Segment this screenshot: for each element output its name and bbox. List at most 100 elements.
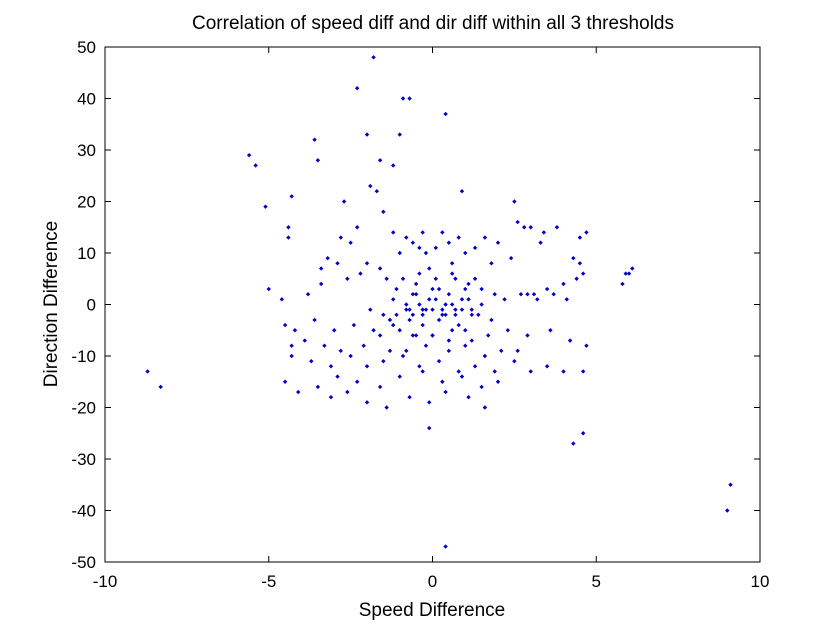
data-point xyxy=(443,544,448,549)
data-point xyxy=(266,286,271,292)
data-point xyxy=(485,333,491,338)
data-point xyxy=(364,400,370,405)
data-point xyxy=(374,189,380,194)
x-tick-label: 0 xyxy=(428,572,437,591)
data-point xyxy=(446,240,452,245)
data-point xyxy=(361,343,366,348)
data-point xyxy=(423,343,429,348)
data-point xyxy=(312,137,317,142)
data-point xyxy=(413,292,419,297)
data-point xyxy=(489,317,494,323)
data-point xyxy=(358,271,363,276)
data-point xyxy=(512,199,517,204)
chart-title: Correlation of speed diff and dir diff w… xyxy=(192,13,674,34)
data-point xyxy=(528,369,533,374)
data-point xyxy=(417,271,422,276)
data-point xyxy=(282,322,288,328)
data-point xyxy=(246,152,252,158)
data-point xyxy=(433,276,438,281)
x-axis-label: Speed Difference xyxy=(359,600,505,621)
axis-ticks xyxy=(104,46,761,563)
data-point xyxy=(335,261,340,266)
data-point xyxy=(420,230,425,235)
data-point xyxy=(279,297,285,302)
data-point xyxy=(404,235,409,240)
data-point xyxy=(315,158,321,163)
data-point xyxy=(472,364,478,369)
data-point xyxy=(410,292,416,297)
data-point xyxy=(456,369,461,374)
y-tick-label: 0 xyxy=(87,296,96,315)
data-point xyxy=(567,338,573,343)
data-point xyxy=(368,183,373,189)
data-point xyxy=(410,312,416,317)
data-point xyxy=(561,369,566,374)
data-point xyxy=(436,317,442,323)
data-point xyxy=(364,364,370,369)
data-point xyxy=(630,266,635,271)
data-point xyxy=(466,297,471,302)
data-point xyxy=(459,374,465,379)
data-point xyxy=(512,358,517,364)
data-point xyxy=(463,286,468,292)
data-point xyxy=(309,358,314,364)
data-point xyxy=(427,400,432,405)
x-tick-label: 5 xyxy=(592,572,601,591)
data-point xyxy=(515,348,520,354)
data-point xyxy=(384,405,389,410)
data-point xyxy=(502,297,507,302)
data-point xyxy=(345,276,350,281)
data-point xyxy=(544,364,550,369)
data-point xyxy=(400,276,406,281)
data-point xyxy=(728,482,733,487)
data-point xyxy=(296,389,301,395)
data-point xyxy=(351,322,357,328)
data-point xyxy=(443,389,448,395)
data-point xyxy=(315,384,321,390)
data-point xyxy=(626,271,632,276)
data-point xyxy=(345,389,350,395)
data-point xyxy=(623,271,628,276)
data-point xyxy=(423,250,429,256)
data-point xyxy=(561,281,566,287)
data-point xyxy=(404,302,409,307)
data-point xyxy=(292,328,298,333)
data-point xyxy=(495,240,501,245)
data-point xyxy=(338,348,343,354)
data-point xyxy=(531,292,537,297)
data-point xyxy=(564,297,569,302)
data-point xyxy=(574,276,579,281)
data-point xyxy=(584,230,589,235)
data-point xyxy=(410,240,416,245)
data-point xyxy=(482,405,488,410)
data-point xyxy=(381,209,386,214)
x-tick-label: -10 xyxy=(93,572,118,591)
data-point xyxy=(338,235,343,240)
data-points xyxy=(145,55,733,549)
data-point xyxy=(407,395,412,400)
data-point xyxy=(577,235,583,240)
data-point xyxy=(430,307,435,312)
data-point xyxy=(354,86,360,91)
data-point xyxy=(348,240,353,245)
y-tick-label: -10 xyxy=(71,347,96,366)
data-point xyxy=(466,395,471,400)
data-point xyxy=(479,384,484,390)
data-point xyxy=(413,333,419,338)
data-point xyxy=(354,225,360,230)
data-point xyxy=(492,369,497,374)
data-point xyxy=(377,266,383,271)
y-tick-label: 50 xyxy=(77,38,96,57)
data-point xyxy=(515,219,520,225)
data-point xyxy=(404,307,409,312)
y-tick-label: 30 xyxy=(77,141,96,160)
data-point xyxy=(577,261,583,266)
data-point xyxy=(394,312,399,317)
data-point xyxy=(459,189,465,194)
data-point xyxy=(571,441,576,446)
data-point xyxy=(391,297,396,302)
data-point xyxy=(253,163,258,168)
data-point xyxy=(440,312,445,317)
data-point xyxy=(318,266,324,271)
